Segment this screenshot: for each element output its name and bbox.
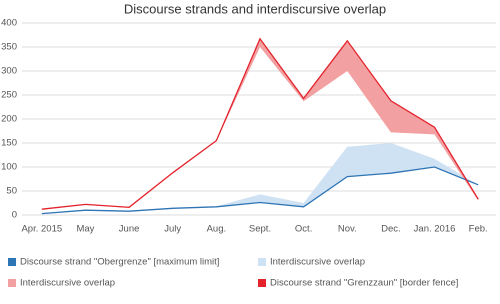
grid [22,22,496,216]
x-tick-label: Apr. 2015 [21,224,62,235]
y-tick-label: 400 [1,18,17,29]
x-tick-label: Oct. [295,224,312,235]
x-tick-label: June [119,224,140,235]
x-tick-label: May [76,224,94,235]
series-line [41,37,479,210]
x-tick-label: Nov. [338,224,357,235]
legend-swatch [8,258,16,266]
legend-label: Interdiscursive overlap [20,278,115,289]
x-tick-label: Jan. 2016 [414,224,456,235]
legend-swatch [258,258,266,266]
x-tick-label: Sept. [249,224,271,235]
y-tick-label: 300 [1,66,17,77]
legend-swatch [258,279,266,287]
legend: Discourse strand "Obergrenze" [maximum l… [8,257,458,289]
lines [41,37,479,215]
overlap-area [41,38,479,210]
x-tick-label: July [164,224,181,235]
legend-label: Interdiscursive overlap [270,257,365,268]
overlap-area [41,143,479,214]
legend-label: Discourse strand "Obergrenze" [maximum l… [20,257,219,268]
areas [41,38,479,214]
x-tick-label: Dec. [381,224,401,235]
y-tick-label: 0 [12,210,17,221]
y-tick-label: 250 [1,90,17,101]
series-line [41,166,479,215]
chart-title: Discourse strands and interdiscursive ov… [124,1,386,16]
legend-label: Discourse strand "Grenzzaun" [border fen… [270,278,458,289]
y-tick-label: 100 [1,162,17,173]
y-tick-label: 50 [6,186,17,197]
y-tick-label: 150 [1,138,17,149]
labels: 0 50 100 150 200 250 300 350 400 Apr. 2015 May June… [1,18,488,235]
x-tick-label: Feb. [469,224,488,235]
y-tick-label: 200 [1,114,17,125]
x-tick-label: Aug. [207,224,227,235]
y-tick-label: 350 [1,42,17,53]
legend-swatch [8,279,16,287]
